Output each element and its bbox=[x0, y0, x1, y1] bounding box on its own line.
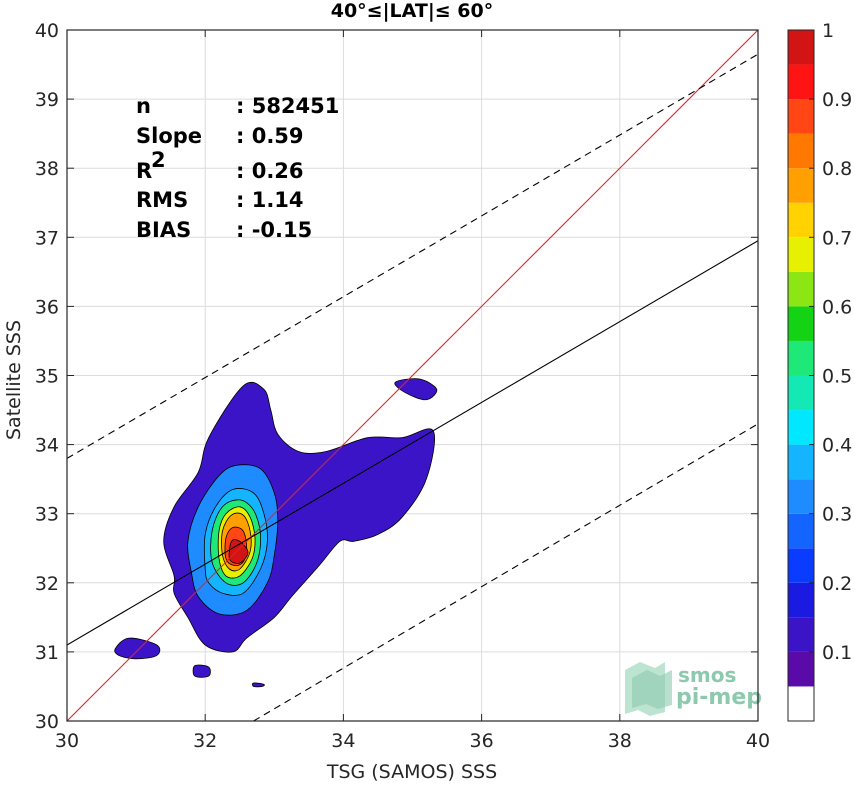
regression-line bbox=[67, 240, 758, 646]
y-tick-label-4: 34 bbox=[35, 435, 59, 457]
watermark-line2: pi-mep bbox=[676, 685, 762, 710]
colorbar-segment-8 bbox=[788, 410, 814, 445]
colorbar-segment-2 bbox=[788, 617, 814, 652]
x-tick-label-1: 32 bbox=[193, 730, 217, 752]
stat-superscript-2: 2 bbox=[151, 148, 166, 172]
watermark-logo-icon bbox=[625, 662, 672, 716]
x-axis-label: TSG (SAMOS) SSS bbox=[326, 761, 497, 783]
colorbar-segment-0 bbox=[788, 686, 814, 721]
y-tick-label-8: 38 bbox=[35, 158, 59, 180]
y-axis-ticks: 30 31 32 33 34 35 36 37 38 39 40 bbox=[35, 20, 758, 733]
colorbar-segment-16 bbox=[788, 133, 814, 169]
y-tick-label-1: 31 bbox=[35, 642, 59, 664]
y-axis-label: Satellite SSS bbox=[3, 320, 25, 440]
colorbar-segment-10 bbox=[788, 340, 814, 376]
colorbar-tick-label-6: 0.7 bbox=[822, 227, 852, 249]
contour-level-2 bbox=[252, 682, 265, 688]
y-tick-label-7: 37 bbox=[35, 227, 59, 249]
colorbar-segment-3 bbox=[788, 582, 814, 618]
colorbar-segment-19 bbox=[788, 30, 814, 65]
colorbar-segment-12 bbox=[788, 271, 814, 307]
colorbar-segment-11 bbox=[788, 306, 814, 341]
stat-value-4: : -0.15 bbox=[236, 218, 312, 242]
y-tick-label-10: 40 bbox=[35, 20, 59, 42]
colorbar-tick-label-8: 0.9 bbox=[822, 89, 852, 111]
x-tick-label-2: 34 bbox=[331, 730, 355, 752]
colorbar-tick-label-5: 0.6 bbox=[822, 296, 852, 318]
y-tick-label-2: 32 bbox=[35, 573, 59, 595]
colorbar-segment-17 bbox=[788, 99, 814, 134]
colorbar-segment-4 bbox=[788, 548, 814, 583]
stat-label-2: R bbox=[136, 159, 152, 183]
colorbar-segment-9 bbox=[788, 375, 814, 411]
colorbar-tick-label-4: 0.5 bbox=[822, 366, 852, 388]
x-tick-label-0: 30 bbox=[55, 730, 79, 752]
y-tick-label-3: 33 bbox=[35, 504, 59, 526]
y-tick-label-9: 39 bbox=[35, 89, 59, 111]
x-tick-label-5: 40 bbox=[746, 730, 770, 752]
y-tick-label-6: 36 bbox=[35, 296, 59, 318]
colorbar-segment-7 bbox=[788, 444, 814, 480]
watermark-line1: smos bbox=[678, 663, 736, 687]
x-axis-ticks: 30 32 34 36 38 40 bbox=[55, 30, 770, 752]
chart-title: 40°≤|LAT|≤ 60° bbox=[331, 0, 494, 22]
contour-level-11 bbox=[228, 539, 249, 564]
x-tick-label-4: 38 bbox=[608, 730, 632, 752]
stat-value-0: : 582451 bbox=[236, 94, 339, 118]
stat-label-3: RMS bbox=[136, 188, 188, 212]
one-to-one-line bbox=[67, 30, 758, 721]
stats-box: n : 582451 Slope : 0.59 R2 : 0.26 RMS : 1.14 BIA… bbox=[136, 94, 339, 242]
stat-label-0: n bbox=[136, 94, 151, 118]
colorbar-segment-6 bbox=[788, 479, 814, 514]
colorbar-tick-label-0: 0.1 bbox=[822, 642, 852, 664]
reference-lines bbox=[67, 30, 758, 721]
colorbar-segment-1 bbox=[788, 651, 814, 687]
watermark: smos pi-mep bbox=[625, 662, 762, 716]
contour-level-3 bbox=[394, 378, 438, 401]
colorbar-segment-13 bbox=[788, 237, 814, 272]
colorbar-tick-label-3: 0.4 bbox=[822, 435, 852, 457]
colorbar-segment-18 bbox=[788, 64, 814, 100]
y-tick-label-0: 30 bbox=[35, 711, 59, 733]
colorbar-segment-15 bbox=[788, 168, 814, 203]
colorbar-tick-label-7: 0.8 bbox=[822, 158, 852, 180]
x-tick-label-3: 36 bbox=[470, 730, 494, 752]
stat-value-1: : 0.59 bbox=[236, 124, 304, 148]
stat-value-2: : 0.26 bbox=[236, 159, 304, 183]
colorbar-tick-label-9: 1 bbox=[822, 20, 834, 42]
stat-value-3: : 1.14 bbox=[236, 188, 304, 212]
upper-bound-line bbox=[67, 53, 758, 459]
stat-label-4: BIAS bbox=[136, 218, 191, 242]
stat-label-1: Slope bbox=[136, 124, 202, 148]
colorbar-tick-label-2: 0.3 bbox=[822, 504, 852, 526]
colorbar-segment-5 bbox=[788, 513, 814, 549]
lower-bound-line bbox=[253, 423, 758, 721]
colorbar: 0.1 0.2 0.3 0.4 0.5 0.6 0.7 0.8 0.9 1 bbox=[787, 20, 852, 722]
y-tick-label-5: 35 bbox=[35, 366, 59, 388]
contour-level-0 bbox=[114, 637, 161, 660]
contour-level-1 bbox=[192, 664, 211, 678]
colorbar-segment-14 bbox=[788, 202, 814, 238]
colorbar-tick-label-1: 0.2 bbox=[822, 573, 852, 595]
